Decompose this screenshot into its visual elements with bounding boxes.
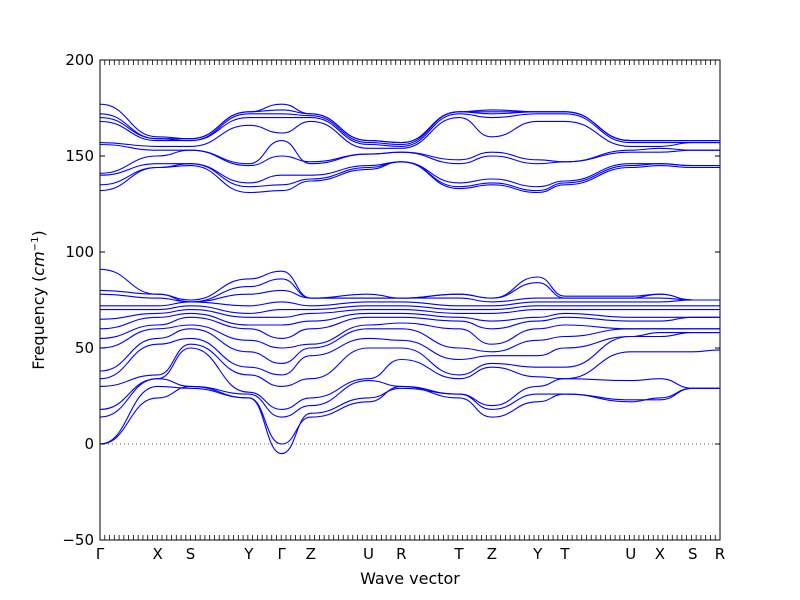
x-tick-label: X (655, 545, 665, 563)
phonon-branch-line (99, 332, 720, 387)
y-axis-label-exponent: −1 (30, 237, 41, 252)
phonon-branch-line (99, 161, 720, 192)
x-tick-label: R (396, 545, 406, 563)
phonon-branch-line (99, 161, 720, 188)
y-ticks: −50 0 50 100 150 200 (62, 51, 720, 549)
phonon-branch-line (99, 312, 720, 330)
phonon-branch-line (99, 103, 720, 144)
x-tick-label: S (688, 545, 698, 563)
x-tick-label: Z (487, 545, 497, 563)
phonon-branch-line (99, 289, 720, 303)
y-tick-label: 200 (65, 51, 94, 69)
phonon-branch-line (99, 385, 720, 455)
y-tick-label: 100 (65, 243, 94, 261)
x-tick-label: Z (306, 545, 316, 563)
phonon-branch-line (99, 322, 721, 349)
x-tick-label: Γ (96, 545, 105, 563)
phonon-branch-line (99, 378, 720, 418)
phonon-branch-line (99, 347, 721, 410)
phonon-branch-line (99, 305, 720, 314)
phonon-branch-line (99, 316, 720, 339)
x-tick-label: X (153, 545, 163, 563)
phonon-branch-line (99, 268, 720, 301)
x-tick-label: U (363, 545, 374, 563)
x-tick-label: Y (243, 545, 254, 563)
y-tick-label: 0 (84, 435, 94, 453)
x-tick-label: R (715, 545, 725, 563)
y-tick-label: 150 (65, 147, 94, 165)
x-tick-label: S (186, 545, 196, 563)
x-tick-label: U (625, 545, 636, 563)
x-tick-label: T (453, 545, 464, 563)
y-tick-label: 50 (75, 339, 94, 357)
phonon-branch-line (99, 149, 720, 174)
phonon-branch-line (99, 299, 720, 307)
y-axis-label-unit: cm (29, 251, 48, 275)
x-axis-label: Wave vector (360, 569, 460, 588)
series-group (99, 103, 721, 455)
phonon-branch-line (99, 113, 720, 147)
y-axis-label: Frequency (cm−1) (29, 230, 48, 369)
y-tick-label: −50 (62, 531, 94, 549)
phonon-branch-line (99, 117, 720, 149)
phonon-branch-line (99, 140, 720, 165)
phonon-branch-line (99, 309, 720, 320)
phonon-branch-line (99, 332, 720, 380)
y-axis-label-close: ) (29, 230, 48, 236)
y-axis-label-text: Frequency ( (29, 276, 48, 370)
x-tick-label: Y (532, 545, 543, 563)
x-tick-label: Γ (277, 545, 286, 563)
x-tick-label: T (559, 545, 570, 563)
plot-area (99, 103, 721, 455)
